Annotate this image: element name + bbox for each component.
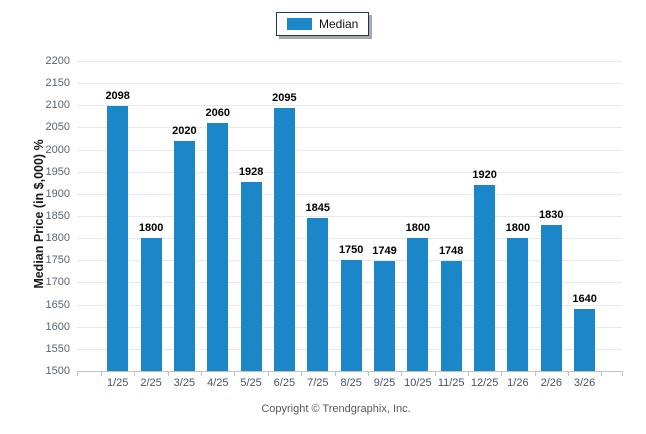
- x-tick-label-7/25: 7/25: [307, 377, 329, 389]
- bar-2/25: [140, 238, 162, 371]
- bar-4/25: [207, 123, 229, 371]
- bar-value-label-9/25: 1749: [372, 244, 397, 257]
- x-tick-label-10/25: 10/25: [404, 377, 432, 389]
- x-tick-label-9/25: 9/25: [373, 377, 396, 389]
- bar-value-label-5/25: 1928: [238, 165, 264, 178]
- bar-value-label-3/25: 2020: [172, 124, 197, 137]
- axis-tick-9: [401, 371, 403, 376]
- plot-area: 2098 1/25 1800 2/25 2020 3/25 2060 4/25 1928 5/25…: [77, 61, 623, 389]
- x-tick-label-6/25: 6/25: [273, 377, 296, 389]
- x-tick-label-4/25: 4/25: [207, 377, 229, 389]
- y-tick-label-1500: 1500: [45, 365, 70, 377]
- gridline-1850: [77, 216, 622, 217]
- y-tick-label-1650: 1650: [45, 298, 70, 311]
- bar-value-label-2/25: 1800: [138, 222, 164, 235]
- gridline-2150: [77, 83, 622, 85]
- axis-edge-tick-1: [622, 371, 623, 376]
- axis-tick-6: [301, 371, 303, 376]
- bar-value-label-6/25: 2095: [272, 91, 297, 104]
- y-tick-label-2050: 2050: [45, 121, 70, 134]
- x-tick-label-3/25: 3/25: [173, 377, 196, 389]
- legend-swatch: [287, 18, 312, 30]
- x-tick-label-8/25: 8/25: [340, 377, 362, 389]
- y-tick-label-1750: 1750: [45, 254, 70, 267]
- y-tick-label-1600: 1600: [45, 320, 70, 333]
- bar-3/26: [574, 309, 596, 371]
- x-tick-label-2/25: 2/25: [140, 377, 162, 389]
- y-tick-label-1800: 1800: [45, 232, 70, 245]
- bar-value-label-8/25: 1750: [338, 244, 364, 257]
- copyright-text: Copyright © Trendgraphix, Inc.: [261, 403, 411, 415]
- axis-tick-10: [434, 371, 436, 376]
- gridline-2100: [77, 105, 622, 107]
- y-tick-label-2150: 2150: [45, 77, 70, 90]
- axis-tick-13: [534, 371, 536, 376]
- bar-value-label-7/25: 1845: [305, 202, 331, 215]
- y-tick-label-1550: 1550: [45, 342, 70, 355]
- y-tick-label-2200: 2200: [45, 55, 70, 67]
- x-tick-label-2/26: 2/26: [540, 377, 562, 389]
- bar-value-label-11/25: 1748: [438, 245, 464, 258]
- bar-12/25: [474, 185, 496, 371]
- axis-tick-11: [467, 371, 469, 376]
- bar-value-label-4/25: 2060: [205, 107, 231, 119]
- y-tick-label-2000: 2000: [45, 143, 70, 156]
- axis-tick-1: [134, 371, 136, 376]
- axis-tick-14: [567, 371, 569, 376]
- y-tick-label-1850: 1850: [45, 210, 70, 222]
- y-tick-label-1700: 1700: [45, 276, 70, 289]
- bar-value-label-3/26: 1640: [572, 293, 597, 305]
- bar-5/25: [240, 181, 262, 371]
- axis-tick-4: [234, 371, 236, 376]
- gridline-2200: [77, 61, 622, 62]
- axis-tick-12: [501, 371, 503, 376]
- axis-tick-7: [334, 371, 336, 376]
- axis-tick-15: [601, 371, 603, 376]
- bar-value-label-1/25: 2098: [105, 90, 130, 103]
- axis-tick-5: [267, 371, 269, 376]
- x-tick-label-5/25: 5/25: [240, 377, 262, 389]
- bar-1/26: [507, 238, 529, 371]
- bar-value-label-10/25: 1800: [405, 222, 431, 235]
- axis-edge-tick-0: [77, 371, 78, 376]
- x-tick-label-11/25: 11/25: [437, 377, 465, 389]
- bar-6/25: [273, 107, 295, 371]
- y-tick-label-2100: 2100: [45, 99, 70, 112]
- legend: Median: [276, 12, 370, 36]
- axis-tick-2: [167, 371, 169, 376]
- axis-tick-0: [101, 371, 102, 376]
- y-tick-label-1900: 1900: [45, 187, 70, 200]
- bar-8/25: [340, 260, 362, 371]
- legend-label: Median: [319, 17, 359, 31]
- gridline-1900: [77, 193, 622, 195]
- x-tick-label-1/25: 1/25: [106, 377, 129, 389]
- axis-tick-8: [367, 371, 369, 376]
- x-tick-label-3/26: 3/26: [573, 377, 596, 389]
- bar-10/25: [407, 238, 429, 371]
- axis-tick-3: [201, 371, 203, 376]
- gridline-1950: [77, 171, 622, 173]
- bar-7/25: [307, 218, 329, 371]
- x-tick-label-1/26: 1/26: [507, 377, 529, 389]
- bar-2/26: [540, 224, 562, 371]
- x-tick-label-12/25: 12/25: [470, 377, 499, 389]
- bar-3/25: [173, 140, 195, 371]
- gridline-1800: [77, 238, 622, 240]
- gridline-2050: [77, 127, 622, 129]
- gridline-2000: [77, 149, 622, 151]
- bar-value-label-1/26: 1800: [505, 222, 531, 235]
- bar-value-label-12/25: 1920: [472, 169, 497, 181]
- y-tick-label-1950: 1950: [45, 165, 70, 178]
- bar-9/25: [374, 260, 395, 371]
- bar-1/25: [107, 106, 129, 371]
- bar-value-label-2/26: 1830: [539, 208, 564, 221]
- bar-11/25: [440, 261, 462, 371]
